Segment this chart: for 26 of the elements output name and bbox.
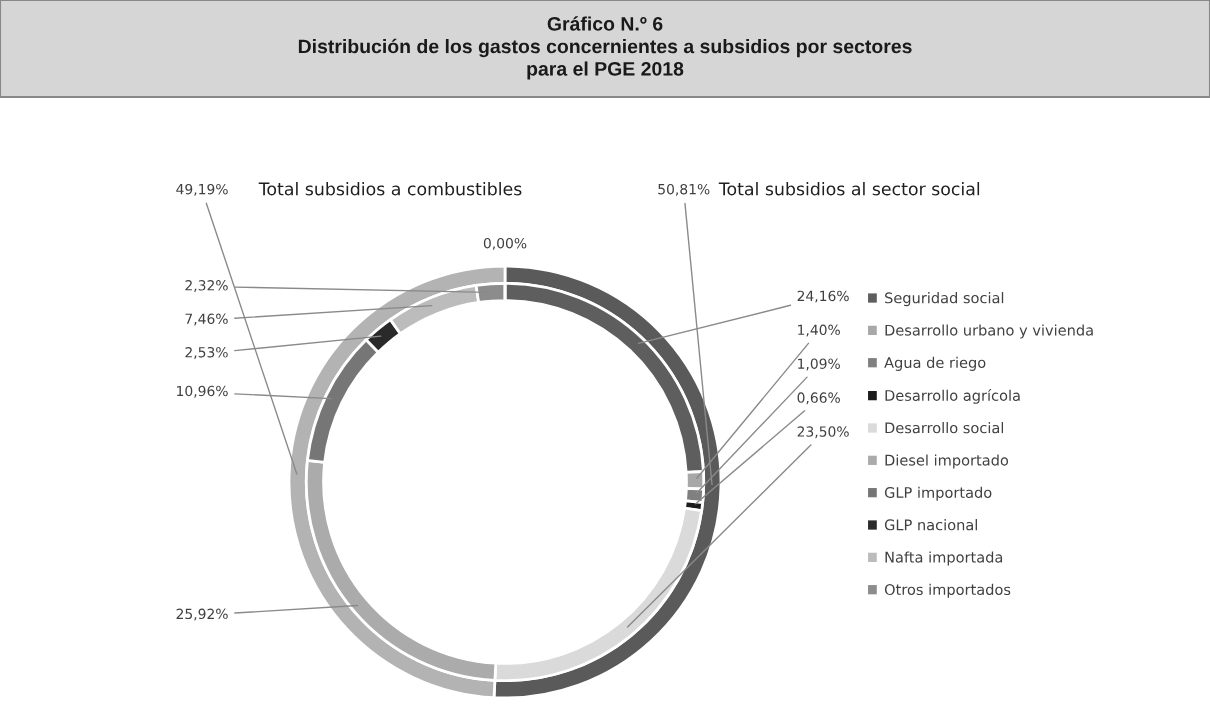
legend-label: Diesel importado bbox=[885, 454, 1009, 469]
data-label: 2,32% bbox=[185, 280, 228, 292]
slice-label: Total subsidios a combustibles bbox=[258, 182, 522, 196]
data-label: 7,46% bbox=[185, 313, 228, 326]
legend-label: Agua de riego bbox=[884, 356, 986, 371]
legend-label: Otros importados bbox=[884, 583, 1011, 598]
legend-label: Desarrollo social bbox=[885, 422, 1004, 434]
data-label: 49,19% bbox=[176, 183, 228, 196]
data-label: 23,50% bbox=[797, 426, 849, 439]
text: 0,00% bbox=[483, 237, 527, 250]
chart-title: Gráfico N.º 6 Distribución de los gastos concernientes a subsidios por sectores para el PGE 2018 bbox=[298, 16, 912, 80]
data-label: 24,16% bbox=[797, 290, 849, 303]
data-label: 25,92% bbox=[176, 608, 228, 621]
data-label: 50,81% bbox=[658, 183, 710, 196]
legend-label: Desarrollo urbano y vivienda bbox=[885, 324, 1093, 339]
data-label: 1,40% bbox=[798, 324, 840, 337]
legend-label: Seguridad social bbox=[885, 292, 1004, 307]
data-label: 2,53% bbox=[185, 347, 228, 359]
legend-label: Desarrollo agrícola bbox=[885, 389, 1020, 404]
legend-label: Nafta importada bbox=[885, 551, 1003, 566]
slice-label: Total subsidios al sector social bbox=[718, 182, 980, 196]
data-label: 10,96% bbox=[177, 385, 228, 398]
data-label: 0,66% bbox=[797, 392, 840, 405]
legend-label: GLP nacional bbox=[884, 519, 977, 531]
data-label: 1,09% bbox=[798, 358, 840, 371]
legend-label: GLP importado bbox=[884, 486, 992, 501]
